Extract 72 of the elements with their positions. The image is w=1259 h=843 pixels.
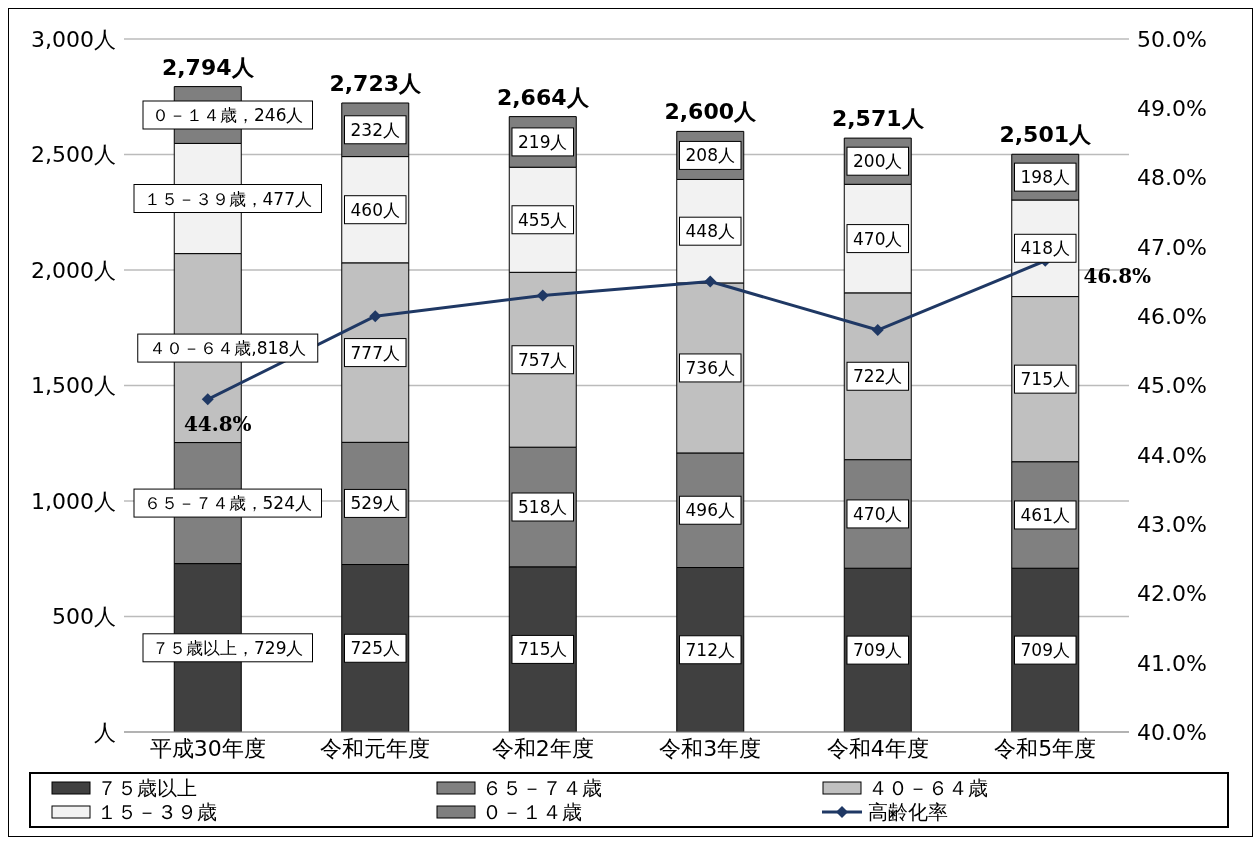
total-label: 2,600人 bbox=[664, 99, 758, 125]
data-label: 208人 bbox=[685, 145, 735, 166]
x-tick-label: 令和5年度 bbox=[994, 735, 1097, 761]
y2-tick-label: 50.0% bbox=[1137, 26, 1207, 52]
y-tick-label: 人 bbox=[94, 719, 116, 745]
y2-tick-label: 42.0% bbox=[1137, 581, 1207, 607]
y-tick-label: 3,000人 bbox=[31, 26, 116, 52]
x-tick-label: 令和2年度 bbox=[491, 735, 594, 761]
total-label: 2,571人 bbox=[831, 106, 925, 132]
data-label: 232人 bbox=[350, 119, 400, 140]
point bbox=[201, 393, 214, 406]
data-label: ０－１４歳，246人 bbox=[152, 105, 304, 125]
x-tick-label: 令和3年度 bbox=[659, 735, 762, 761]
data-label: 725人 bbox=[350, 638, 400, 659]
data-label: 715人 bbox=[518, 639, 568, 660]
data-label: 529人 bbox=[350, 493, 400, 514]
y2-tick-label: 43.0% bbox=[1137, 511, 1207, 537]
data-label: ６５－７４歳，524人 bbox=[143, 493, 312, 514]
data-label: 418人 bbox=[1020, 238, 1070, 259]
data-label: 460人 bbox=[350, 199, 400, 220]
legend-label: ７５歳以上 bbox=[97, 776, 197, 800]
data-label: 461人 bbox=[1020, 504, 1070, 525]
data-label: 496人 bbox=[685, 500, 735, 521]
data-label: 219人 bbox=[518, 131, 568, 152]
x-tick-label: 令和4年度 bbox=[826, 735, 929, 761]
y2-tick-label: 45.0% bbox=[1137, 373, 1207, 399]
data-label: ４０－６４歳,818人 bbox=[149, 338, 307, 359]
y2-tick-label: 44.0% bbox=[1137, 442, 1207, 468]
x-tick-label: 平成30年度 bbox=[149, 735, 266, 761]
point bbox=[871, 324, 884, 337]
legend-label: １５－３９歳 bbox=[97, 800, 217, 824]
data-label: ７５歳以上，729人 bbox=[152, 637, 304, 658]
y-tick-label: 2,500人 bbox=[31, 142, 116, 168]
y2-tick-label: 49.0% bbox=[1137, 96, 1207, 122]
data-label: 709人 bbox=[853, 640, 903, 661]
y-tick-label: 500人 bbox=[52, 604, 116, 630]
data-label: 757人 bbox=[518, 349, 568, 370]
data-label: 470人 bbox=[853, 228, 903, 249]
total-label: 2,501人 bbox=[999, 122, 1093, 148]
y-tick-label: 1,500人 bbox=[31, 373, 116, 399]
data-label: 470人 bbox=[853, 503, 903, 524]
legend-label: ４０－６４歳 bbox=[867, 776, 988, 800]
data-label: 777人 bbox=[350, 342, 400, 363]
total-label: 2,664人 bbox=[496, 84, 590, 110]
data-label: 736人 bbox=[685, 357, 735, 378]
point bbox=[369, 310, 382, 323]
point bbox=[536, 289, 549, 302]
legend-label: ０－１４歳 bbox=[482, 800, 583, 824]
data-label: 448人 bbox=[685, 221, 735, 242]
legend-label: ６５－７４歳 bbox=[482, 776, 603, 800]
y2-tick-label: 46.0% bbox=[1137, 304, 1207, 330]
y2-tick-label: 47.0% bbox=[1137, 234, 1207, 260]
data-label: 46.8% bbox=[1083, 263, 1152, 288]
data-label: 200人 bbox=[853, 151, 903, 172]
total-label: 2,794人 bbox=[161, 54, 255, 80]
point bbox=[704, 275, 717, 288]
x-tick-label: 令和元年度 bbox=[320, 735, 431, 761]
y2-tick-label: 41.0% bbox=[1137, 650, 1207, 676]
data-label: 455人 bbox=[518, 209, 568, 230]
data-label: 518人 bbox=[518, 497, 568, 518]
data-label: 715人 bbox=[1020, 369, 1070, 390]
y-tick-label: 2,000人 bbox=[31, 257, 116, 283]
data-label: 709人 bbox=[1020, 640, 1070, 661]
y2-tick-label: 40.0% bbox=[1137, 719, 1207, 745]
legend-label: 高齢化率 bbox=[867, 800, 948, 824]
data-label: 722人 bbox=[853, 366, 903, 387]
y-tick-label: 1,000人 bbox=[31, 488, 116, 514]
data-label: １５－３９歳，477人 bbox=[143, 188, 312, 209]
data-label: 198人 bbox=[1020, 167, 1070, 188]
data-label: 712人 bbox=[685, 639, 735, 660]
total-label: 2,723人 bbox=[329, 70, 423, 96]
y2-tick-label: 48.0% bbox=[1137, 165, 1207, 191]
